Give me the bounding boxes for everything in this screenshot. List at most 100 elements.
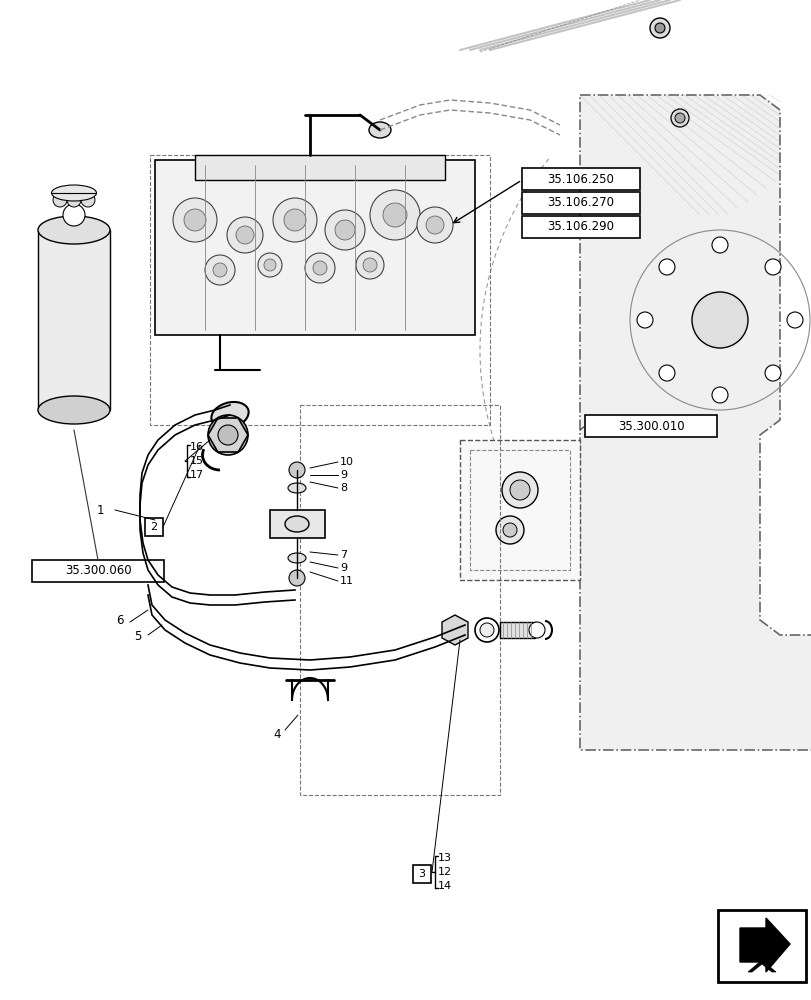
Circle shape: [184, 209, 206, 231]
Polygon shape: [579, 95, 811, 750]
Circle shape: [264, 259, 276, 271]
Circle shape: [711, 237, 727, 253]
Ellipse shape: [288, 553, 306, 563]
Ellipse shape: [368, 122, 391, 138]
Bar: [717, 910, 805, 982]
Circle shape: [363, 258, 376, 272]
Circle shape: [670, 109, 689, 127]
Circle shape: [474, 618, 499, 642]
Text: 12: 12: [437, 867, 452, 877]
Circle shape: [217, 425, 238, 445]
Text: 3: 3: [418, 869, 425, 879]
Text: 7: 7: [340, 550, 346, 560]
Circle shape: [654, 23, 664, 33]
Ellipse shape: [38, 396, 109, 424]
Circle shape: [426, 216, 444, 234]
Circle shape: [335, 220, 354, 240]
Text: 10: 10: [340, 457, 354, 467]
FancyBboxPatch shape: [521, 192, 639, 214]
Ellipse shape: [288, 483, 306, 493]
Text: 17: 17: [190, 470, 204, 480]
Text: 35.106.250: 35.106.250: [547, 173, 614, 186]
Bar: [150, 155, 489, 425]
Circle shape: [67, 193, 81, 207]
Circle shape: [324, 210, 365, 250]
Circle shape: [383, 203, 406, 227]
Circle shape: [212, 263, 227, 277]
FancyBboxPatch shape: [521, 168, 639, 190]
Text: 13: 13: [437, 853, 452, 863]
Text: 35.106.290: 35.106.290: [547, 221, 614, 233]
Text: 35.300.060: 35.300.060: [65, 564, 131, 578]
Text: 9: 9: [340, 563, 346, 573]
Polygon shape: [739, 918, 789, 972]
Polygon shape: [441, 615, 467, 645]
Circle shape: [636, 312, 652, 328]
Circle shape: [674, 113, 684, 123]
Circle shape: [711, 387, 727, 403]
Text: 35.106.270: 35.106.270: [547, 196, 614, 210]
Circle shape: [479, 623, 493, 637]
Circle shape: [786, 312, 802, 328]
Circle shape: [691, 292, 747, 348]
Circle shape: [509, 480, 530, 500]
Circle shape: [204, 255, 234, 285]
Ellipse shape: [211, 402, 248, 428]
Circle shape: [764, 259, 780, 275]
Circle shape: [370, 190, 419, 240]
Circle shape: [236, 226, 254, 244]
Text: 5: 5: [134, 631, 141, 644]
Text: 35.300.010: 35.300.010: [617, 420, 684, 432]
Circle shape: [649, 18, 669, 38]
Circle shape: [289, 570, 305, 586]
Circle shape: [502, 523, 517, 537]
Circle shape: [208, 415, 247, 455]
FancyBboxPatch shape: [584, 415, 716, 437]
Bar: [500, 622, 534, 638]
Circle shape: [227, 217, 263, 253]
Text: 15: 15: [190, 456, 204, 466]
Circle shape: [81, 193, 95, 207]
Circle shape: [289, 462, 305, 478]
Circle shape: [53, 193, 67, 207]
Text: 4: 4: [273, 728, 281, 742]
Text: 2: 2: [150, 522, 157, 532]
Circle shape: [173, 198, 217, 242]
Ellipse shape: [285, 516, 309, 532]
Circle shape: [659, 365, 674, 381]
Bar: [195, 155, 444, 180]
Text: 8: 8: [340, 483, 346, 493]
FancyBboxPatch shape: [413, 865, 431, 883]
Circle shape: [496, 516, 523, 544]
FancyBboxPatch shape: [145, 518, 163, 536]
Circle shape: [528, 622, 544, 638]
Circle shape: [272, 198, 316, 242]
Bar: [155, 160, 474, 335]
Circle shape: [417, 207, 453, 243]
Polygon shape: [747, 960, 775, 972]
Text: 11: 11: [340, 576, 354, 586]
Text: 16: 16: [190, 442, 204, 452]
Text: 6: 6: [116, 613, 123, 626]
Ellipse shape: [38, 216, 109, 244]
Bar: [470, 450, 569, 570]
Text: 9: 9: [340, 470, 346, 480]
Circle shape: [63, 204, 85, 226]
Circle shape: [284, 209, 306, 231]
Circle shape: [258, 253, 281, 277]
Text: 1: 1: [97, 504, 104, 516]
Circle shape: [501, 472, 538, 508]
Circle shape: [355, 251, 384, 279]
Bar: [270, 510, 324, 538]
Text: 14: 14: [437, 881, 452, 891]
Circle shape: [764, 365, 780, 381]
Bar: [299, 405, 500, 795]
Bar: [460, 440, 579, 580]
FancyBboxPatch shape: [521, 216, 639, 238]
Circle shape: [305, 253, 335, 283]
Circle shape: [312, 261, 327, 275]
Bar: [38, 230, 109, 410]
Ellipse shape: [51, 185, 97, 201]
Circle shape: [659, 259, 674, 275]
FancyBboxPatch shape: [32, 560, 164, 582]
